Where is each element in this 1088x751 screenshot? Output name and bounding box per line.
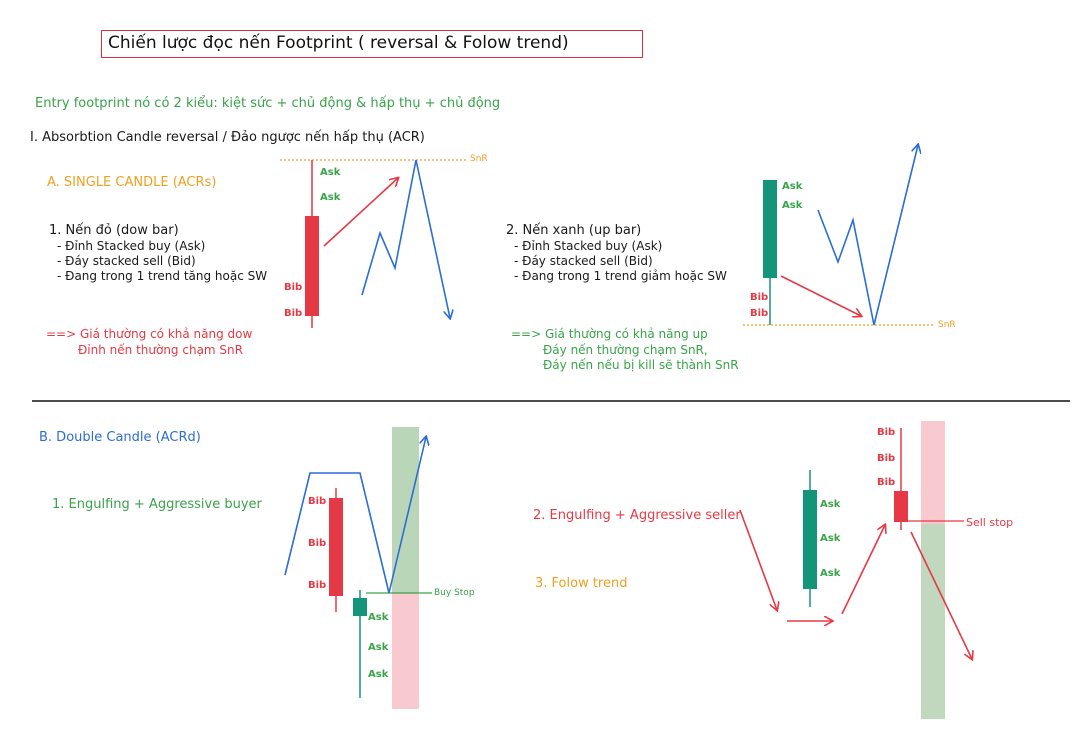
case1-bid-label: Bib (308, 538, 327, 549)
red-case-title: 1. Nến đỏ (dow bar) (49, 223, 179, 238)
red-candle-ask-label: Ask (320, 167, 341, 178)
green-case-conclusion-2: Đáy nến thường chạm SnR, (543, 343, 708, 357)
case1-blue-path (284, 437, 426, 594)
case2-arrow-3 (841, 525, 885, 615)
green-case-bullet-3: - Đang trong 1 trend giảm hoặc SW (514, 269, 727, 283)
section1-heading: I. Absorbtion Candle reversal / Đảo ngượ… (30, 130, 425, 145)
green-candle-bid-label: Bib (750, 308, 769, 319)
pink-zone (921, 421, 945, 524)
case1-bid-label: Bib (308, 580, 327, 591)
red-arrow-down (780, 275, 861, 316)
case2-bid-label: Bib (877, 477, 896, 488)
case2-bid-label: Bib (877, 453, 896, 464)
red-arrow-up (323, 178, 398, 247)
green-case-conclusion-1: ==> Giá thường có khả năng up (511, 327, 708, 341)
green-candle-body (763, 180, 777, 278)
case2-ask-label: Ask (820, 533, 841, 544)
case2-bid-label: Bib (877, 427, 896, 438)
case2-arrow-1 (739, 509, 777, 610)
green-case-conclusion-3: Đáy nến nếu bị kill sẽ thành SnR (543, 358, 739, 372)
green-case-bullet-2: - Đáy stacked sell (Bid) (514, 254, 653, 268)
buy-stop-label: Buy Stop (434, 588, 475, 598)
case2-green-body (803, 490, 817, 589)
case2-ask-label: Ask (820, 499, 841, 510)
case2-ask-label: Ask (820, 568, 841, 579)
case1-red-body (329, 498, 343, 596)
blue-path-up (817, 145, 918, 326)
red-case-conclusion-2: Đỉnh nến thường chạm SnR (78, 343, 243, 357)
case2-arrow-4 (910, 531, 972, 659)
case1-title: 1. Engulfing + Aggressive buyer (52, 497, 262, 512)
red-candle-ask-label: Ask (320, 192, 341, 203)
single-candle-heading: A. SINGLE CANDLE (ACRs) (47, 175, 217, 190)
red-case-bullet-3: - Đang trong 1 trend tăng hoặc SW (57, 269, 268, 283)
green-case-title: 2. Nến xanh (up bar) (506, 223, 642, 238)
snr-label-top: SnR (470, 154, 488, 164)
case1-green-body (353, 598, 367, 616)
green-candle-bid-label: Bib (750, 292, 769, 303)
red-candle-body (305, 216, 319, 316)
case2-title: 2. Engulfing + Aggressive seller (533, 508, 741, 523)
green-candle-ask-label: Ask (782, 181, 803, 192)
case2-red-body (894, 491, 908, 522)
snr-label-bottom: SnR (938, 320, 956, 330)
red-case-conclusion-1: ==> Giá thường có khả năng dow (46, 327, 253, 341)
case1-ask-label: Ask (368, 669, 389, 680)
case3-title: 3. Folow trend (535, 576, 628, 591)
page-title: Chiến lược đọc nến Footprint ( reversal … (101, 30, 643, 58)
intro-text: Entry footprint nó có 2 kiểu: kiệt sức +… (35, 96, 501, 111)
green-zone (392, 427, 419, 593)
case1-ask-label: Ask (368, 612, 389, 623)
sell-stop-label: Sell stop (966, 516, 1014, 529)
case1-bid-label: Bib (308, 496, 327, 507)
green-zone (921, 524, 945, 719)
pink-zone (392, 593, 419, 709)
blue-path-down (361, 159, 450, 318)
red-case-bullet-2: - Đáy stacked sell (Bid) (57, 254, 196, 268)
red-case-bullet-1: - Đỉnh Stacked buy (Ask) (57, 239, 206, 253)
green-case-bullet-1: - Đỉnh Stacked buy (Ask) (514, 239, 663, 253)
red-candle-bid-label: Bib (284, 282, 303, 293)
green-candle-ask-label: Ask (782, 200, 803, 211)
case1-ask-label: Ask (368, 642, 389, 653)
red-candle-bid-label: Bib (284, 308, 303, 319)
double-candle-heading: B. Double Candle (ACRd) (39, 430, 201, 445)
